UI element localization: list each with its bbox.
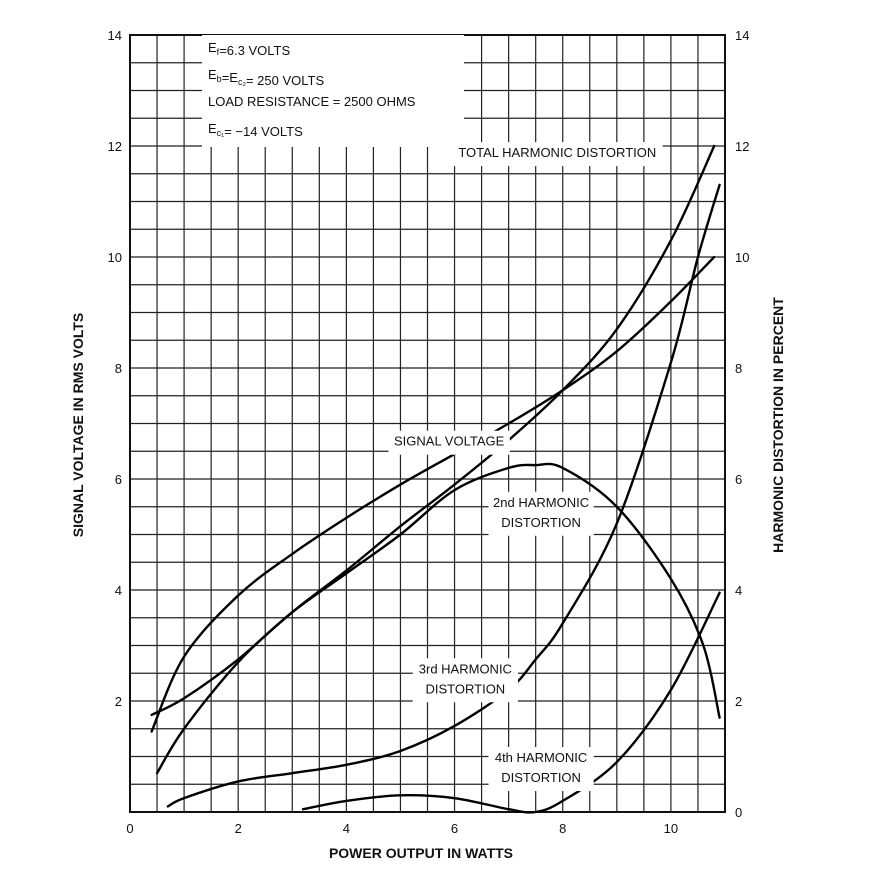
condition-line: Eb=Ec₂= 250 VOLTS bbox=[208, 67, 324, 88]
series-label-text: TOTAL HARMONIC DISTORTION bbox=[458, 145, 656, 160]
series-line-2nd-harmonic-distortion bbox=[150, 462, 721, 719]
y-tick-label-left: 4 bbox=[115, 583, 122, 598]
y-tick-label-right: 10 bbox=[735, 250, 749, 265]
series-label-text: DISTORTION bbox=[501, 770, 581, 785]
y-tick-label-right: 14 bbox=[735, 28, 749, 43]
series-labels: SIGNAL VOLTAGE TOTAL HARMONIC DISTORTION 2… bbox=[388, 142, 663, 792]
conditions-box: Ef=6.3 VOLTS Eb=Ec₂= 250 VOLTS LOAD RESIST… bbox=[202, 35, 464, 147]
series-line-total-harmonic-distortion bbox=[155, 144, 716, 775]
series-label-2nd-harmonic-distortion: 2nd HARMONIC DISTORTION bbox=[488, 491, 594, 536]
y-tick-label-left: 2 bbox=[115, 694, 122, 709]
series-label-background bbox=[488, 491, 594, 536]
y-tick-label-left: 12 bbox=[108, 139, 122, 154]
x-tick-label: 6 bbox=[451, 821, 458, 836]
series-label-3rd-harmonic-distortion: 3rd HARMONIC DISTORTION bbox=[412, 658, 518, 703]
y-tick-label-right: 12 bbox=[735, 139, 749, 154]
series-label-total-harmonic-distortion: TOTAL HARMONIC DISTORTION bbox=[452, 142, 663, 167]
y-tick-label-right: 8 bbox=[735, 361, 742, 376]
series-label-background bbox=[412, 658, 518, 703]
tick-labels: 0 2 4 6 8 10 2 4 6 8 10 12 14 0 2 4 6 8 10 12 14 bbox=[108, 28, 750, 836]
x-tick-label: 10 bbox=[664, 821, 678, 836]
y-tick-label-left: 14 bbox=[108, 28, 122, 43]
y-tick-label-right: 2 bbox=[735, 694, 742, 709]
y-axis-label-left: SIGNAL VOLTAGE IN RMS VOLTS bbox=[70, 313, 86, 538]
x-tick-label: 8 bbox=[559, 821, 566, 836]
condition-line: LOAD RESISTANCE = 2500 OHMS bbox=[208, 94, 416, 109]
x-tick-label: 0 bbox=[126, 821, 133, 836]
y-tick-label-left: 10 bbox=[108, 250, 122, 265]
series-label-text: 3rd HARMONIC bbox=[419, 661, 512, 676]
series-label-background bbox=[488, 747, 594, 792]
y-tick-label-right: 6 bbox=[735, 472, 742, 487]
series-label-text: SIGNAL VOLTAGE bbox=[394, 434, 505, 449]
x-tick-label: 2 bbox=[235, 821, 242, 836]
series-label-text: 2nd HARMONIC bbox=[493, 495, 589, 510]
series-label-background bbox=[388, 430, 510, 455]
condition-line: Ef=6.3 VOLTS bbox=[208, 40, 290, 58]
series-label-signal-voltage: SIGNAL VOLTAGE bbox=[388, 430, 510, 455]
series-label-4th-harmonic-distortion: 4th HARMONIC DISTORTION bbox=[488, 747, 594, 792]
series-label-background bbox=[452, 142, 663, 167]
x-tick-label: 4 bbox=[343, 821, 350, 836]
conditions-background bbox=[202, 35, 464, 147]
x-axis-label: POWER OUTPUT IN WATTS bbox=[329, 845, 513, 861]
y-tick-label-right: 0 bbox=[735, 805, 742, 820]
y-tick-label-right: 4 bbox=[735, 583, 742, 598]
condition-line: Ec₁= −14 VOLTS bbox=[208, 121, 303, 139]
y-axis-label-right: HARMONIC DISTORTION IN PERCENT bbox=[770, 297, 786, 553]
series-label-text: 4th HARMONIC bbox=[495, 750, 587, 765]
series-label-text: DISTORTION bbox=[501, 515, 581, 530]
series-line-3rd-harmonic-distortion bbox=[166, 183, 721, 808]
y-tick-label-left: 6 bbox=[115, 472, 122, 487]
y-tick-label-left: 8 bbox=[115, 361, 122, 376]
series-label-text: DISTORTION bbox=[426, 681, 506, 696]
series-line-signal-voltage bbox=[150, 255, 716, 733]
series-line-4th-harmonic-distortion bbox=[301, 591, 721, 814]
